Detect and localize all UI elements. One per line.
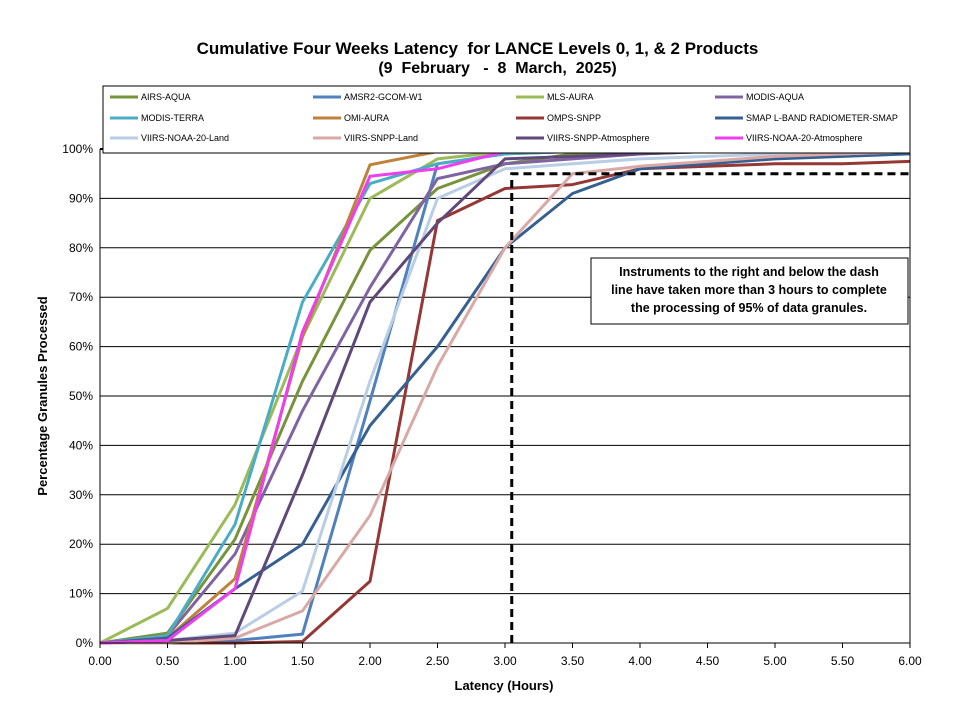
legend-label: OMPS-SNPP	[547, 113, 601, 123]
y-tick-label: 10%	[69, 587, 93, 601]
x-tick-label: 2.50	[426, 654, 450, 668]
legend: AIRS-AQUA AMSR2-GCOM-W1 MLS-AURA MODIS-AQUA…	[102, 85, 911, 154]
legend-box	[102, 85, 911, 154]
chart-subtitle: (9 February - 8 March, 2025)	[378, 60, 617, 77]
legend-label: SMAP L-BAND RADIOMETER-SMAP	[746, 113, 898, 123]
x-tick-label: 5.50	[831, 654, 855, 668]
x-tick-label: 0.00	[88, 654, 112, 668]
threshold-line	[510, 172, 910, 643]
y-tick-label: 30%	[69, 488, 93, 502]
legend-label: VIIRS-SNPP-Land	[344, 133, 418, 143]
threshold-dash-line	[510, 172, 910, 643]
legend-label: OMI-AURA	[344, 113, 389, 123]
x-tick-label: 3.50	[561, 654, 585, 668]
legend-label: MODIS-TERRA	[141, 113, 204, 123]
annotation-box	[590, 257, 909, 325]
series-line-viirs-snpp-land	[100, 150, 911, 645]
x-tick-label: 6.00	[898, 654, 922, 668]
annotation: Instruments to the right and below the d…	[590, 257, 909, 325]
y-tick-label: 40%	[69, 438, 93, 452]
x-tick-label: 1.00	[223, 654, 247, 668]
x-tick-label: 3.00	[493, 654, 517, 668]
y-axis-title: Percentage Granules Processed	[35, 296, 50, 495]
x-tick-label: 4.00	[628, 654, 652, 668]
chart-title: Cumulative Four Weeks Latency for LANCE …	[196, 39, 759, 58]
y-tick-label: 0%	[76, 636, 94, 650]
y-tick-label: 60%	[69, 340, 93, 354]
legend-label: VIIRS-SNPP-Atmosphere	[547, 133, 650, 143]
y-tick-label: 20%	[69, 537, 93, 551]
legend-label: MODIS-AQUA	[746, 92, 804, 102]
annotation-line-1: Instruments to the right and below the d…	[619, 265, 879, 279]
x-tick-label: 4.50	[696, 654, 720, 668]
legend-label: AIRS-AQUA	[141, 92, 191, 102]
x-tick-labels: 0.00 0.50 1.00 1.50 2.00 2.50 3.00 3.50 4.00 4.50…	[88, 643, 922, 668]
legend-label: AMSR2-GCOM-W1	[344, 92, 423, 102]
x-tick-label: 0.50	[156, 654, 180, 668]
annotation-line-3: the processing of 95% of data granules.	[631, 301, 867, 315]
title-block: Cumulative Four Weeks Latency for LANCE …	[0, 38, 955, 78]
legend-label: VIIRS-NOAA-20-Atmosphere	[746, 133, 863, 143]
y-tick-label: 100%	[62, 142, 93, 156]
annotation-line-2: line have taken more than 3 hours to com…	[611, 283, 887, 297]
y-tick-label: 50%	[69, 389, 93, 403]
x-axis-title: Latency (Hours)	[455, 678, 554, 693]
y-tick-label: 70%	[69, 290, 93, 304]
legend-label: MLS-AURA	[547, 92, 594, 102]
y-tick-labels: 0% 10% 20% 30% 40% 50% 60% 70% 80% 90% 100%	[62, 142, 93, 650]
y-tick-label: 90%	[69, 191, 93, 205]
legend-label: VIIRS-NOAA-20-Land	[141, 133, 229, 143]
x-tick-label: 5.00	[763, 654, 787, 668]
x-tick-label: 2.00	[358, 654, 382, 668]
x-tick-label: 1.50	[291, 654, 315, 668]
y-tick-label: 80%	[69, 241, 93, 255]
